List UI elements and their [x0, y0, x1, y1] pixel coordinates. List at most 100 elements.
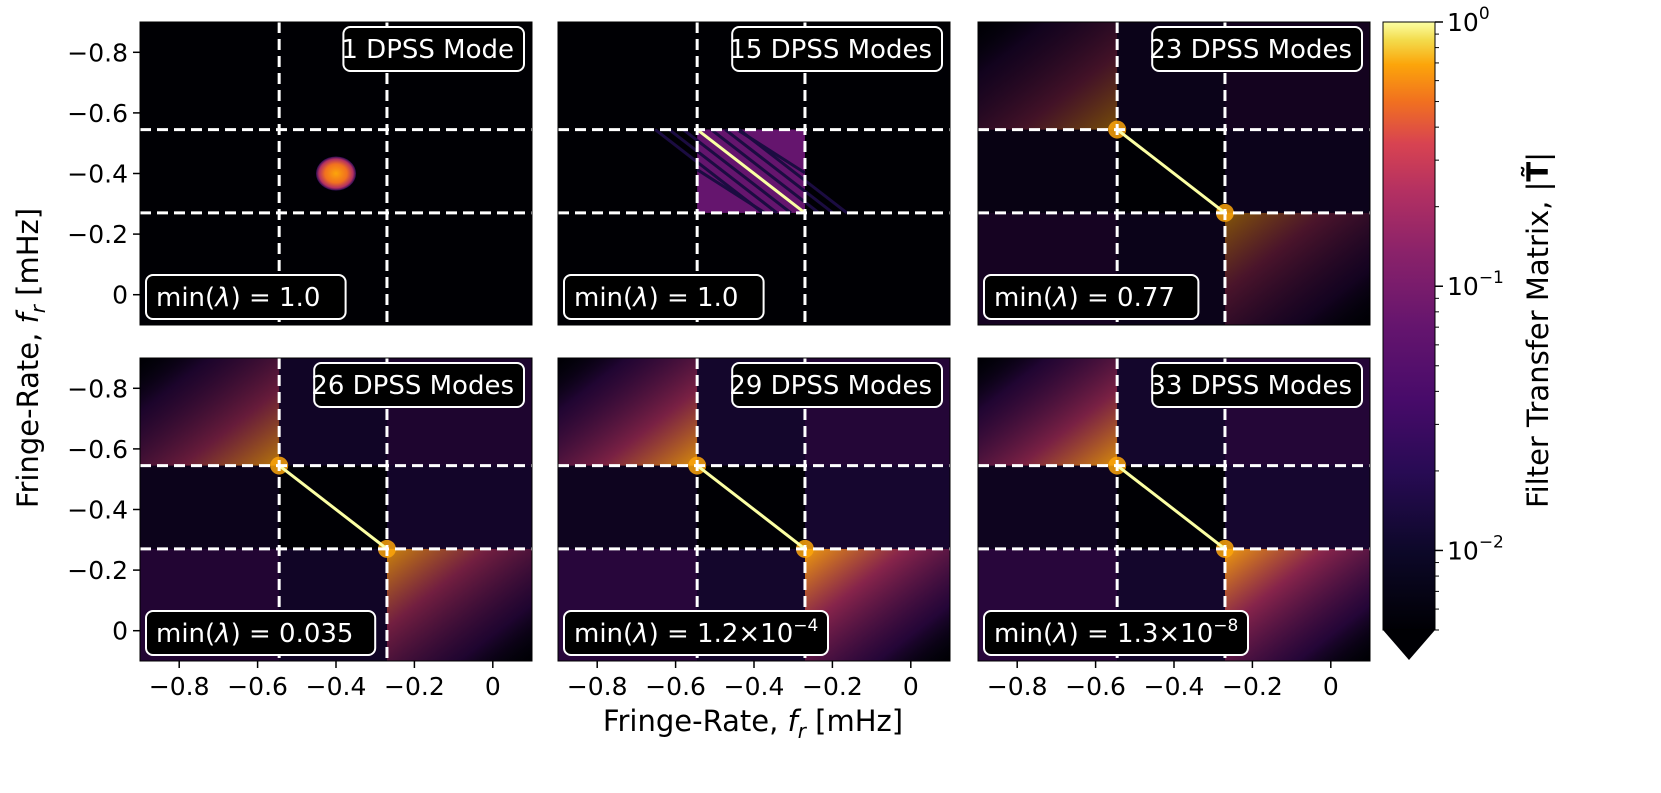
panel-title-box: [342, 26, 525, 72]
x-tick-label: −0.4: [724, 672, 785, 701]
leakage-lobe-upper-left: [558, 358, 698, 466]
leakage-lobe-lower-right: [1224, 548, 1370, 661]
min-lambda-label: min(λ) = 1.0: [156, 283, 320, 313]
leakage-strip-left: [140, 465, 280, 549]
panel-title: 26 DPSS Modes: [311, 371, 514, 401]
panel-1: 1 DPSS Mode min(λ) = 1.0 −0.8 −0.6 −0.4 −0.2 0: [67, 21, 533, 326]
y-tick-label: −0.6: [67, 435, 128, 464]
panel-title: 1 DPSS Mode: [341, 35, 514, 65]
min-lambda-box: [563, 610, 829, 656]
x-tick-label: −0.2: [1222, 672, 1283, 701]
leakage-lobe-upper-left: [978, 22, 1118, 130]
min-lambda-box: [145, 274, 347, 320]
x-tick-label: −0.4: [1144, 672, 1205, 701]
leakage-lobe-lower-right: [386, 548, 532, 661]
diagonal-line: [696, 464, 806, 551]
panel-title: 29 DPSS Modes: [729, 371, 932, 401]
min-lambda-symbol: λ: [1051, 283, 1068, 313]
colorbar-tick-exponent: 0: [1479, 4, 1490, 24]
min-lambda-label: min(λ) = 1.3×10−8: [994, 616, 1238, 649]
y-axis-label: Fringe-Rate, fr [mHz]: [11, 208, 50, 508]
x-axis-label-unit: [mHz]: [806, 704, 903, 738]
diagonal-line: [1116, 464, 1226, 551]
heatmap-layer: [978, 358, 1370, 661]
y-tick-label: 0: [112, 281, 128, 310]
min-lambda-symbol: λ: [631, 619, 648, 649]
x-tick-label: −0.8: [567, 672, 628, 701]
y-tick-label: −0.4: [67, 160, 128, 189]
x-tick-label: −0.2: [802, 672, 863, 701]
y-axis-label-unit: [mHz]: [11, 208, 45, 305]
min-lambda-value: ) = 0.77: [1069, 283, 1175, 313]
response-blob: [316, 156, 356, 191]
passband-ripple: [668, 128, 778, 215]
colorbar-gradient: [1382, 21, 1436, 631]
min-lambda-label: min(λ) = 1.0: [574, 283, 738, 313]
colorbar-tick-base: 10: [1447, 536, 1479, 565]
colorbar-tick-label: 10−2: [1447, 532, 1504, 565]
min-lambda-value: ) = 1.0: [649, 283, 739, 313]
min-lambda-prefix: min(: [994, 619, 1053, 649]
min-lambda-label: min(λ) = 0.77: [994, 283, 1175, 313]
x-tick-label: −0.8: [987, 672, 1048, 701]
panel-title: 33 DPSS Modes: [1149, 371, 1352, 401]
colorbar-label-symbol: T̃: [1521, 162, 1555, 182]
min-lambda-value: ) = 1.3×10: [1069, 619, 1214, 649]
colorbar-tick-exponent: −2: [1479, 532, 1504, 552]
panel-title-box: [1151, 26, 1363, 72]
passband-ripple: [696, 168, 766, 215]
x-tick-label: 0: [903, 672, 919, 701]
min-lambda-label: min(λ) = 1.2×10−4: [574, 616, 818, 649]
min-lambda-symbol: λ: [1051, 619, 1068, 649]
passband-ripple: [710, 128, 820, 215]
min-lambda-symbol: λ: [213, 283, 230, 313]
min-lambda-box: [563, 274, 765, 320]
leakage-strip-left: [978, 129, 1118, 213]
heatmap-layer: [558, 22, 950, 325]
min-lambda-label: min(λ) = 0.035: [156, 619, 353, 649]
x-tick-label: −0.8: [149, 672, 210, 701]
colorbar-extend-min: [1383, 630, 1435, 660]
colorbar-label-prefix: Filter Transfer Matrix, |: [1521, 182, 1555, 508]
x-axis-label-subscript: r: [798, 719, 808, 743]
y-axis-label-prefix: Fringe-Rate,: [11, 324, 45, 509]
y-tick-label: −0.6: [67, 99, 128, 128]
leakage-strip-right: [1224, 465, 1370, 549]
panel-title-box: [1151, 362, 1363, 408]
y-tick-label: −0.8: [67, 38, 128, 67]
min-lambda-value: ) = 0.035: [231, 619, 354, 649]
x-axis-label: Fringe-Rate, fr [mHz]: [603, 704, 903, 743]
y-tick-label: −0.4: [67, 496, 128, 525]
panel-3: 23 DPSS Modes min(λ) = 0.77: [977, 21, 1371, 326]
min-lambda-symbol: λ: [213, 619, 230, 649]
passband-ripple: [724, 128, 834, 215]
x-tick-label: −0.4: [306, 672, 367, 701]
min-lambda-prefix: min(: [156, 283, 215, 313]
min-lambda-box: [983, 610, 1249, 656]
colorbar-tick-base: 10: [1447, 8, 1479, 37]
panel-title: 15 DPSS Modes: [729, 35, 932, 65]
y-axis-label-subscript: r: [26, 303, 50, 313]
y-tick-label: −0.8: [67, 374, 128, 403]
leakage-strip-right: [804, 465, 950, 549]
panel-2: 15 DPSS Modes min(λ) = 1.0: [557, 21, 951, 326]
panel-frame: [977, 21, 1371, 326]
min-lambda-exponent: −8: [1213, 616, 1238, 636]
min-lambda-value: ) = 1.2×10: [649, 619, 794, 649]
y-tick-label: 0: [112, 617, 128, 646]
x-tick-label: −0.6: [645, 672, 706, 701]
colorbar-tick-label: 100: [1447, 4, 1490, 37]
x-tick-label: −0.2: [384, 672, 445, 701]
passband-ripple: [736, 128, 806, 175]
x-tick-label: 0: [1323, 672, 1339, 701]
min-lambda-prefix: min(: [574, 283, 633, 313]
heatmap-layer: [140, 22, 532, 325]
panel-5: 29 DPSS Modes min(λ) = 1.2×10−4 −0.8 −0.6 −0…: [557, 357, 951, 701]
panel-title-box: [731, 362, 944, 408]
diagonal-line: [1116, 128, 1226, 215]
min-lambda-prefix: min(: [156, 619, 215, 649]
leakage-strip-right: [1224, 129, 1370, 213]
colorbar-tick-exponent: −1: [1479, 268, 1504, 288]
